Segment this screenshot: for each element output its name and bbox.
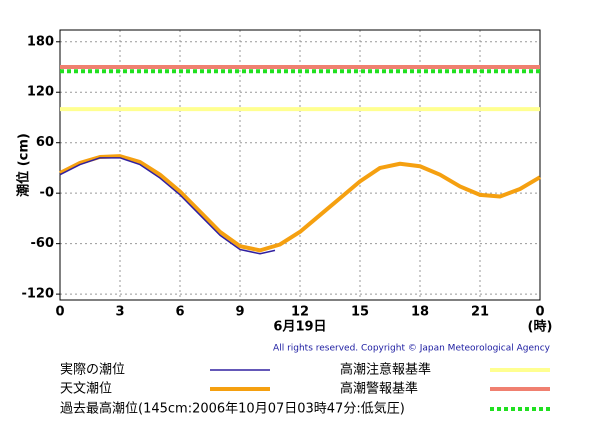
x-axis-unit: (時) (528, 319, 553, 335)
line (59, 157, 276, 255)
legend-label: 高潮警報基準 (340, 381, 418, 397)
x-tick-label: 0 (535, 305, 544, 320)
x-tick-label: 21 (471, 305, 489, 320)
x-tick-label: 15 (351, 305, 369, 320)
copyright: All rights reserved. Copyright © Japan M… (273, 344, 551, 354)
y-axis-label: 潮位 (cm) (16, 133, 32, 197)
y-tick-label: 60 (36, 135, 54, 150)
y-tick-label: 120 (27, 85, 54, 100)
x-tick-label: 6 (175, 305, 184, 320)
x-tick-label: 9 (235, 305, 244, 320)
legend-label: 過去最高潮位(145cm:2006年10月07日03時47分:低気圧) (60, 401, 405, 417)
legend-label: 高潮注意報基準 (340, 362, 431, 378)
y-tick-label: -0 (40, 186, 54, 201)
legend-label: 実際の潮位 (60, 362, 125, 378)
x-tick-label: 18 (411, 305, 429, 320)
legend-label: 天文潮位 (60, 382, 112, 397)
x-tick-label: 12 (291, 305, 309, 320)
x-tick-label: 0 (55, 305, 64, 320)
y-tick-label: -120 (21, 287, 54, 302)
y-tick-label: -60 (31, 236, 55, 251)
line (59, 154, 542, 253)
x-axis-label: 6月19日 (273, 320, 326, 335)
plot-frame (59, 29, 541, 301)
x-tick-label: 3 (115, 305, 124, 320)
y-tick-label: 180 (27, 34, 54, 49)
